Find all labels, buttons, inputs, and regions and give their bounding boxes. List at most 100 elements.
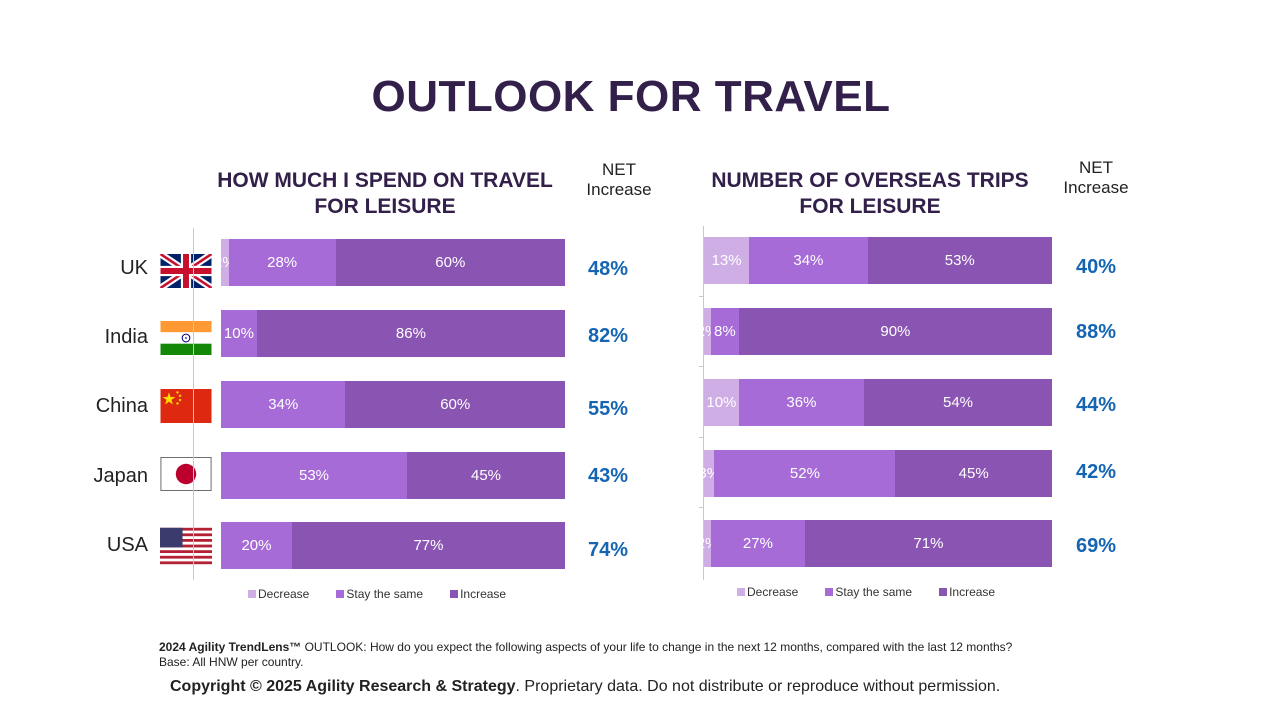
bar-segment-same: 34% [221,381,346,428]
net-increase-header-2: NET Increase [1051,158,1141,198]
chart-2-title: NUMBER OF OVERSEAS TRIPS FOR LEISURE [700,168,1040,220]
chart-1-title-line-1: HOW MUCH I SPEND ON TRAVEL [217,169,553,192]
legend-label-decrease: Decrease [747,585,799,599]
net-increase-value-china: 44% [1076,394,1117,416]
legend-item-same: Stay the same [825,585,912,599]
data-label: 60% [440,396,471,413]
net-increase-value-uk: 40% [1076,256,1117,278]
data-label: 27% [742,535,773,552]
axis-tick [699,507,703,508]
legend-label-increase: Increase [949,585,996,599]
data-label: 86% [395,325,426,342]
country-label-japan: Japan [93,465,149,487]
japan-flag-icon [160,457,212,491]
bar-segment-decrease: 13% [704,237,750,284]
bar-segment-same: 36% [738,379,865,426]
bar-segment-decrease: 2% [697,308,718,355]
bar-row-india: 10% 86% [221,310,565,357]
bar-segment-increase: 45% [895,450,1052,497]
bar-row-usa: 20% 77% [221,522,565,569]
net-increase-value-japan: 43% [588,465,629,487]
data-label: 10% [223,325,254,342]
net-header-line-2: Increase [586,180,652,199]
legend-label-decrease: Decrease [258,587,310,601]
bar-segment-decrease: 2% [697,520,718,567]
legend-label-same: Stay the same [346,587,424,601]
net-header-line-1: NET [602,160,636,179]
bar-segment-decrease: 10% [704,379,739,426]
india-flag-icon [160,321,212,355]
data-label: 54% [943,394,974,411]
legend-swatch-same [336,590,345,598]
china-flag-icon [160,389,212,423]
data-label: 36% [786,394,817,411]
bar-segment-same: 53% [221,452,408,499]
uk-flag-icon [160,254,212,288]
data-label: 28% [267,254,298,271]
data-label: 20% [241,537,272,554]
country-label-usa: USA [106,534,148,556]
bar-segment-same: 10% [221,310,257,357]
chart-2-title-line-1: NUMBER OF OVERSEAS TRIPS [711,169,1029,192]
bar-row-uk: 13% 34% 53% [704,237,1052,284]
data-label: 34% [793,252,824,269]
chart-2-legend: Decrease Stay the same Increase [737,585,1022,599]
data-label: 34% [268,396,299,413]
chart-2-title-line-2: FOR LEISURE [799,195,941,218]
bar-segment-increase: 53% [867,237,1052,284]
legend-item-decrease: Decrease [737,585,798,599]
data-label: 53% [944,252,975,269]
chart-1-title: HOW MUCH I SPEND ON TRAVEL FOR LEISURE [200,168,570,220]
bar-row-japan: 3% 52% 45% [698,450,1052,497]
bar-segment-same: 27% [710,520,805,567]
data-label: 13% [711,252,742,269]
country-label-uk: UK [120,257,148,279]
bar-segment-same: 52% [714,450,896,497]
axis-tick [699,366,703,367]
base-footnote: Base: All HNW per country. [159,655,304,669]
legend-item-increase: Increase [450,587,506,601]
net-header-line-2: Increase [1063,178,1129,197]
net-increase-value-usa: 69% [1076,535,1117,557]
bar-segment-increase: 54% [864,379,1052,426]
data-label: 52% [789,465,820,482]
data-label: 71% [913,535,944,552]
bar-row-china: 10% 36% 54% [704,379,1052,426]
bar-row-india: 2% 8% 90% [697,308,1052,355]
chart-1-axis [193,228,194,580]
legend-swatch-increase [939,588,948,596]
source-name: 2024 Agility TrendLens™ [159,640,302,654]
legend-swatch-decrease [737,588,745,596]
axis-tick [699,296,703,297]
bar-segment-increase: 86% [256,310,565,357]
bar-row-japan: 53% 45% [221,452,565,499]
chart-1-legend: Decrease Stay the same Increase [248,587,533,601]
usa-flag-icon [160,527,212,565]
net-header-line-1: NET [1079,158,1113,177]
data-label: 45% [958,465,989,482]
legend-item-same: Stay the same [336,587,423,601]
bar-row-usa: 2% 27% 71% [697,520,1052,567]
bar-segment-increase: 90% [738,308,1052,355]
page-title: OUTLOOK FOR TRAVEL [371,72,891,121]
legend-swatch-decrease [248,590,256,598]
source-question: OUTLOOK: How do you expect the following… [301,640,1013,654]
legend-label-same: Stay the same [835,585,913,599]
copyright-text: . Proprietary data. Do not distribute or… [515,678,1001,695]
bar-row-uk: 2% 28% 60% [214,239,565,286]
net-increase-value-india: 88% [1076,321,1117,343]
data-label: 60% [435,254,466,271]
net-increase-value-china: 55% [588,398,629,420]
bar-segment-same: 28% [228,239,336,286]
bar-segment-increase: 60% [335,239,565,286]
axis-tick [699,437,703,438]
net-increase-header-1: NET Increase [574,160,664,200]
country-label-india: India [104,326,148,348]
copyright-notice: Copyright © 2025 Agility Research & Stra… [170,678,1000,696]
data-label: 45% [470,467,502,484]
data-label: 8% [714,323,736,340]
bar-segment-decrease: 2% [214,239,236,286]
bar-segment-increase: 45% [407,452,565,499]
data-label: 53% [299,467,330,484]
data-label: 10% [706,394,737,411]
